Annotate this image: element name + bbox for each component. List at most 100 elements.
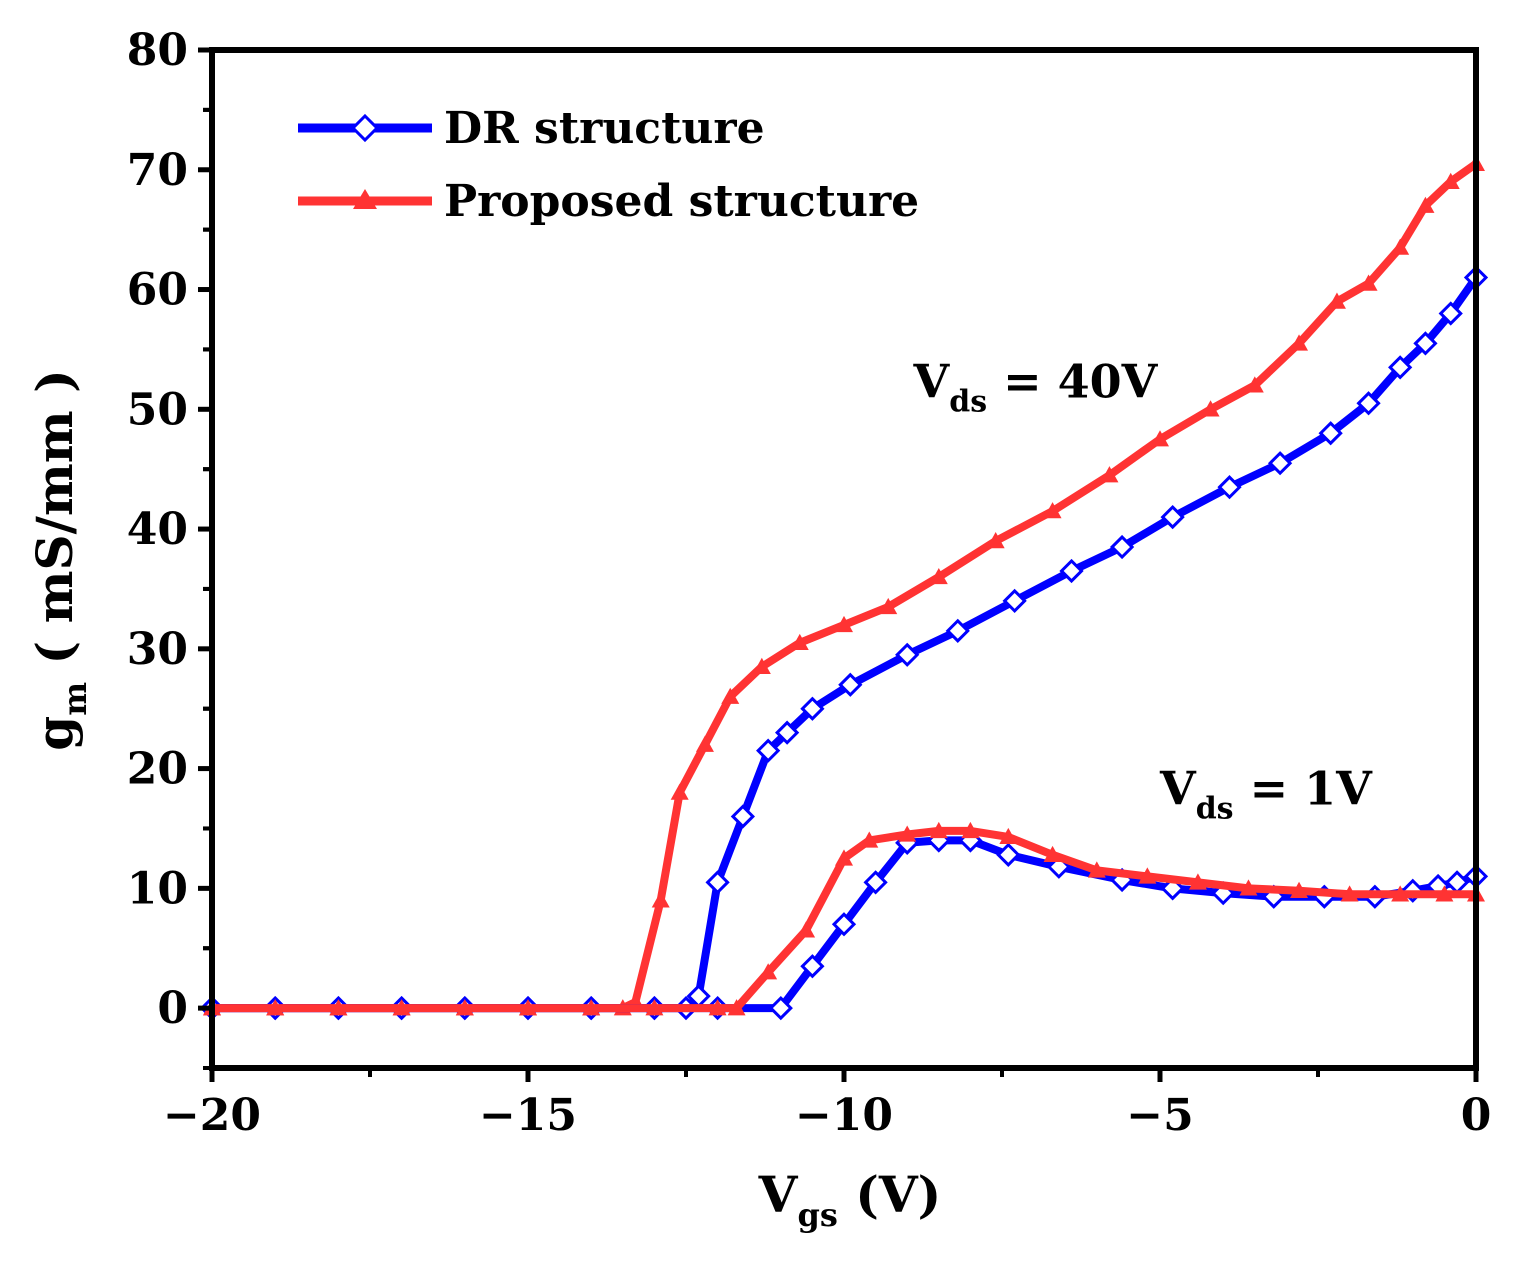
data-point-diamond (1438, 301, 1463, 326)
data-point-triangle (986, 532, 1005, 549)
data-point-triangle (1391, 885, 1410, 902)
data-point-triangle (1327, 292, 1346, 309)
y-axis-title-rest: ( mS/mm ) (25, 369, 84, 682)
legend-entry-dr: DR structure (298, 103, 765, 154)
annotation-vds-1v-sub: ds (1196, 792, 1234, 827)
data-point-diamond (1217, 475, 1242, 500)
data-point-diamond (774, 720, 800, 745)
x-axis-title-main: V (758, 1165, 799, 1224)
data-point-triangle (721, 687, 740, 704)
data-point-diamond (768, 995, 793, 1021)
data-point-diamond (705, 870, 730, 895)
data-point-triangle (1359, 274, 1378, 291)
data-point-triangle (645, 999, 664, 1016)
data-point-diamond (756, 738, 781, 763)
data-point-triangle (929, 821, 948, 839)
data-point-triangle (879, 597, 898, 615)
data-point-triangle (999, 827, 1018, 845)
data-point-triangle (455, 999, 474, 1016)
data-point-triangle (759, 963, 778, 980)
data-point-triangle (329, 999, 348, 1016)
data-point-triangle (860, 831, 879, 848)
data-point-triangle (651, 891, 670, 908)
y-tick-label: 80 (127, 25, 188, 76)
data-point-diamond (1267, 451, 1293, 476)
data-point-triangle (1340, 885, 1359, 902)
y-tick-label: 40 (127, 504, 188, 555)
data-point-diamond (831, 912, 857, 937)
annotation-vds-1v-main: V (1159, 762, 1197, 816)
data-point-diamond (1002, 588, 1027, 614)
x-tick-label: −15 (479, 1090, 577, 1141)
y-tick-label: 10 (127, 863, 188, 914)
legend-marker-dr (350, 113, 380, 143)
data-point-diamond (838, 672, 863, 697)
series-group (203, 821, 1485, 1016)
y-axis-title: gm ( mS/mm ) (25, 369, 94, 750)
legend-marker-proposed (353, 189, 377, 209)
x-tick-label: −10 (795, 1090, 893, 1141)
data-point-diamond (863, 870, 888, 895)
data-point-diamond (800, 954, 825, 979)
data-point-triangle (898, 825, 917, 842)
data-point-diamond (945, 618, 970, 643)
y-tick-label: 60 (127, 265, 188, 316)
data-point-triangle (1188, 873, 1207, 890)
legend: DR structure Proposed structure (298, 103, 919, 227)
data-point-diamond (1388, 355, 1413, 380)
annotation-vds-1v-rest: = 1V (1234, 762, 1374, 816)
y-tick-label: 20 (127, 744, 188, 795)
y-axis-title-main: g (25, 716, 84, 751)
x-tick-label: −20 (163, 1090, 261, 1141)
series-layer (199, 154, 1489, 1021)
data-point-triangle (1043, 502, 1062, 519)
annotation-vds-40v-main: V (913, 354, 951, 408)
data-point-diamond (1356, 391, 1381, 416)
data-point-triangle (727, 999, 746, 1016)
data-point-diamond (1160, 504, 1185, 530)
data-point-triangle (708, 999, 727, 1016)
y-tick-label: 30 (127, 624, 188, 675)
data-point-triangle (1151, 430, 1169, 447)
data-point-triangle (670, 783, 689, 800)
data-point-triangle (1435, 885, 1454, 902)
x-axis-title: Vgs (V) (758, 1165, 942, 1234)
annotation-vds-40v-rest: = 40V (987, 354, 1159, 408)
x-axis-title-rest: (V) (838, 1165, 942, 1224)
data-point-triangle (266, 999, 285, 1016)
y-axis-title-sub: m (56, 682, 94, 716)
data-point-triangle (582, 999, 601, 1016)
annotation-vds-40v-sub: ds (949, 384, 987, 419)
data-point-triangle (1245, 376, 1264, 393)
data-point-diamond (1413, 331, 1438, 356)
data-point-diamond (1059, 558, 1084, 584)
data-point-diamond (800, 696, 825, 721)
data-point-diamond (730, 804, 756, 829)
data-point-triangle (519, 999, 537, 1016)
legend-entry-proposed: Proposed structure (298, 176, 919, 227)
series-line (212, 826, 1476, 1013)
data-point-diamond (1109, 534, 1135, 560)
data-point-triangle (695, 735, 714, 752)
x-axis-title-sub: gs (797, 1196, 837, 1234)
data-point-triangle (790, 633, 809, 651)
data-point-triangle (1441, 172, 1460, 189)
annotation-vds-1v: Vds = 1V (1159, 762, 1373, 827)
y-tick-label: 50 (127, 384, 188, 435)
data-point-triangle (1043, 845, 1062, 863)
data-point-triangle (929, 567, 948, 585)
data-point-triangle (392, 999, 411, 1016)
x-tick-label: −5 (1126, 1090, 1193, 1141)
data-point-triangle (1416, 196, 1435, 213)
y-tick-label: 70 (127, 145, 188, 196)
data-point-triangle (1087, 861, 1106, 878)
data-point-triangle (1391, 238, 1410, 255)
data-point-triangle (1100, 466, 1119, 483)
legend-label-proposed: Proposed structure (444, 176, 919, 227)
data-point-diamond (895, 642, 920, 667)
data-point-triangle (1239, 879, 1258, 896)
data-point-triangle (835, 849, 853, 866)
legend-label-dr: DR structure (444, 103, 765, 154)
